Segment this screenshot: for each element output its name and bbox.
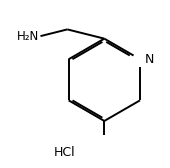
Text: H₂N: H₂N: [16, 30, 39, 43]
Text: HCl: HCl: [54, 146, 76, 159]
Text: N: N: [145, 53, 154, 66]
